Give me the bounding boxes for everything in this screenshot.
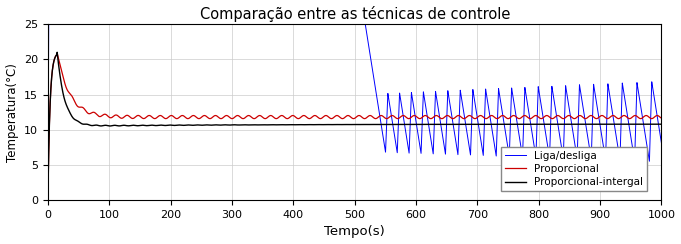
Proporcional bbox=[44, 192, 52, 194]
Proporcional bbox=[69, 97, 78, 100]
Proporcional-intergal bbox=[344, 123, 352, 126]
Proporcional-intergal bbox=[46, 90, 54, 93]
Liga/desliga bbox=[44, 192, 52, 194]
Proporcional bbox=[657, 117, 665, 120]
X-axis label: Tempo(s): Tempo(s) bbox=[324, 225, 385, 238]
Proporcional bbox=[53, 52, 61, 55]
Proporcional-intergal bbox=[657, 123, 665, 126]
Legend: Liga/desliga, Proporcional, Proporcional-intergal: Liga/desliga, Proporcional, Proporcional… bbox=[501, 147, 647, 192]
Proporcional bbox=[344, 114, 352, 117]
Proporcional bbox=[46, 90, 54, 93]
Proporcional bbox=[80, 108, 89, 111]
Line: Proporcional-intergal: Proporcional-intergal bbox=[48, 52, 661, 193]
Liga/desliga bbox=[625, 124, 633, 127]
Proporcional-intergal bbox=[164, 124, 172, 127]
Proporcional bbox=[164, 116, 172, 119]
Proporcional-intergal bbox=[44, 192, 52, 194]
Proporcional-intergal bbox=[80, 123, 89, 126]
Title: Comparação entre as técnicas de controle: Comparação entre as técnicas de controle bbox=[200, 6, 510, 21]
Liga/desliga bbox=[657, 142, 665, 144]
Y-axis label: Temperatura(°C): Temperatura(°C) bbox=[5, 63, 18, 162]
Proporcional-intergal bbox=[53, 51, 61, 54]
Proporcional bbox=[625, 117, 633, 120]
Line: Liga/desliga: Liga/desliga bbox=[48, 0, 661, 193]
Proporcional-intergal bbox=[625, 123, 633, 126]
Line: Proporcional: Proporcional bbox=[48, 53, 661, 193]
Proporcional-intergal bbox=[69, 117, 78, 120]
